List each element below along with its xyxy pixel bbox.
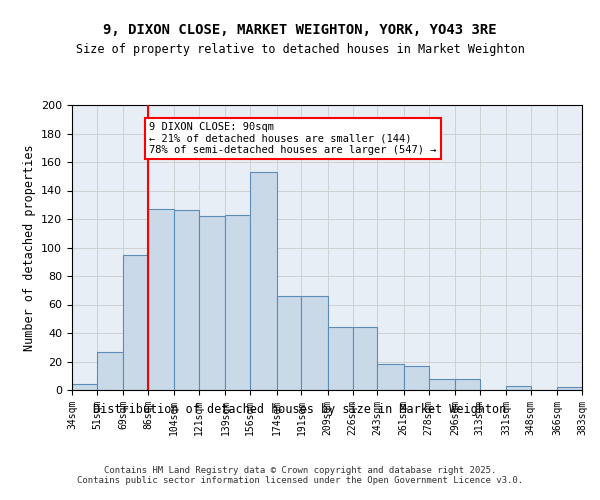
Bar [455,378,480,390]
Bar [328,328,353,390]
Bar [97,352,123,390]
Bar [506,386,531,390]
Bar [353,328,377,390]
Y-axis label: Number of detached properties: Number of detached properties [23,144,35,351]
Text: 9 DIXON CLOSE: 90sqm
← 21% of detached houses are smaller (144)
78% of semi-deta: 9 DIXON CLOSE: 90sqm ← 21% of detached h… [149,122,437,156]
Bar [123,254,148,390]
Bar [174,210,199,390]
Bar [199,216,226,390]
Bar [250,172,277,390]
Bar [557,387,582,390]
Bar [377,364,404,390]
Bar [301,296,328,390]
Text: Size of property relative to detached houses in Market Weighton: Size of property relative to detached ho… [76,42,524,56]
Text: Contains HM Land Registry data © Crown copyright and database right 2025.
Contai: Contains HM Land Registry data © Crown c… [77,466,523,485]
Bar [277,296,301,390]
Text: Distribution of detached houses by size in Market Weighton: Distribution of detached houses by size … [94,402,506,415]
Bar [428,378,455,390]
Text: 9, DIXON CLOSE, MARKET WEIGHTON, YORK, YO43 3RE: 9, DIXON CLOSE, MARKET WEIGHTON, YORK, Y… [103,22,497,36]
Bar [72,384,97,390]
Bar [148,209,174,390]
Bar [226,214,250,390]
Bar [404,366,428,390]
